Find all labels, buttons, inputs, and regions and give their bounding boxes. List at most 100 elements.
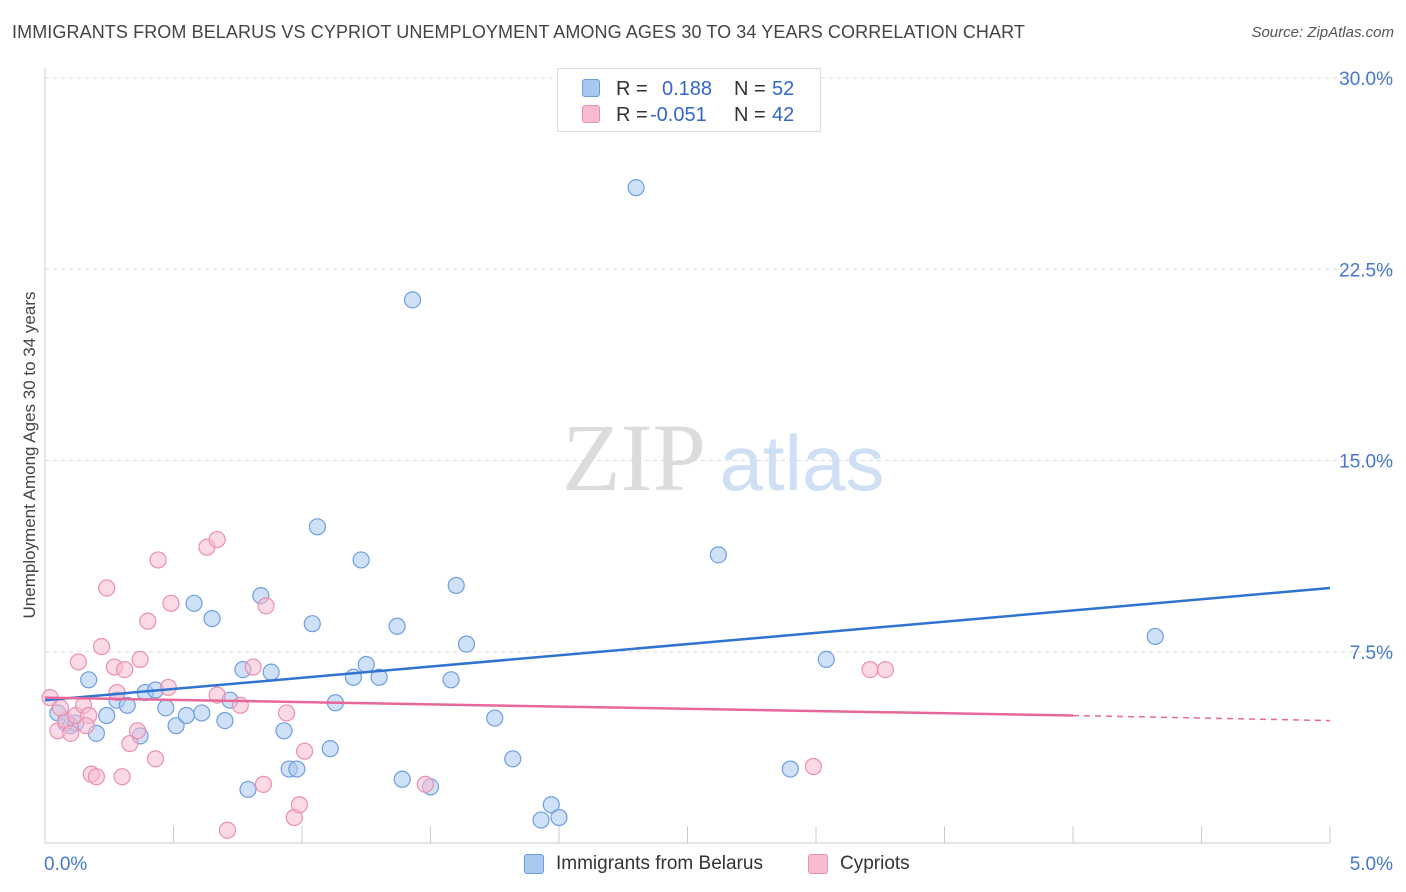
n-label: N = [734,104,766,126]
belarus-point [504,750,522,768]
cypriot-point [254,775,273,793]
cypriot-trend-extension [1072,714,1331,722]
belarus-point [388,617,406,635]
belarus-point [486,709,504,727]
cypriot-point [51,699,70,717]
belarus-point [321,740,339,758]
cypriot-point [98,579,116,597]
belarus-point [203,609,221,628]
belarus-point [275,722,293,740]
x-tick-label: 5.0% [1350,854,1393,875]
belarus-point [817,650,835,669]
cypriot-point [208,530,226,549]
belarus-point [550,808,568,827]
cypriot-point [62,724,80,742]
belarus-point [1146,627,1164,646]
belarus-point [709,546,727,564]
stats-row-belarus: R = 0.188 N = 52 [558,75,820,101]
y-tick-label: 7.5% [1350,643,1393,664]
legend-swatch-pink [582,105,600,123]
belarus-point [393,770,411,788]
cypriot-point [69,653,88,671]
belarus-point [532,811,550,829]
belarus-point [118,696,136,714]
legend-label: Cypriots [840,853,910,874]
belarus-point [308,518,327,536]
cypriot-point [876,660,894,679]
belarus-point [216,711,234,730]
y-tick-label: 30.0% [1339,69,1393,90]
axes [44,68,1331,844]
legend-label: Immigrants from Belarus [556,853,763,874]
belarus-point [542,796,560,814]
belarus-point [98,706,116,725]
belarus-point [239,780,257,799]
belarus-point [370,668,388,686]
cypriot-point [162,594,180,612]
source-label: Source: ZipAtlas.com [1251,24,1394,41]
data-points [41,179,1164,839]
cypriot-point [244,658,262,676]
n-label: N = [734,78,766,100]
cypriot-point [77,717,95,735]
cypriot-point [116,660,134,679]
belarus-point [403,291,422,309]
cypriot-point [92,638,111,656]
bottom-legend: Immigrants from Belarus Cypriots [524,852,944,878]
belarus-point [167,717,185,735]
cypriot-point [159,678,177,697]
stats-legend: R = 0.188 N = 52 R = -0.051 N = 42 [557,68,821,132]
cypriot-trend-line [44,696,1074,717]
r-label: R = [616,78,648,100]
cypriot-point [277,704,296,722]
cypriot-point [139,612,157,630]
stats-row-cypriots: R = -0.051 N = 42 [558,101,820,127]
belarus-point [457,635,476,653]
cypriot-point [416,775,434,793]
cypriot-point [131,650,149,669]
belarus-point [357,655,375,674]
cypriot-point [121,734,139,753]
belarus-point [442,671,460,689]
n-value: 52 [772,78,795,100]
belarus-point [447,576,465,595]
cypriot-point [804,757,823,776]
cypriot-point [290,796,309,814]
cypriot-point [861,660,879,679]
x-tick-label: 0.0% [44,854,87,875]
cypriot-point [149,551,167,569]
cypriot-point [87,768,106,786]
tick-labels: 7.5% 15.0% 22.5% 30.0% 0.0% 5.0% [44,69,1393,875]
belarus-point [303,615,321,633]
trend-lines [44,586,1331,722]
n-value: 42 [772,104,795,126]
r-value: 0.188 [662,78,713,100]
y-tick-label: 15.0% [1339,452,1393,473]
cypriot-point [128,722,147,740]
legend-swatch-blue [524,854,544,874]
belarus-point [627,179,645,197]
belarus-point [352,551,370,569]
r-label: R = [616,104,648,126]
cypriot-point [257,597,275,615]
cypriot-point [146,750,165,768]
y-tick-label: 22.5% [1339,260,1393,281]
watermark: ZIP atlas [562,404,884,511]
belarus-point [157,699,175,717]
belarus-point [177,706,195,725]
belarus-point [193,704,211,722]
legend-swatch-blue [582,79,600,97]
belarus-point [262,663,280,681]
cypriot-point [113,768,131,786]
cypriot-point [295,742,314,760]
watermark-zip: ZIP [562,404,706,511]
belarus-point [80,671,98,689]
belarus-trend-line [44,586,1331,702]
watermark-atlas: atlas [720,419,885,507]
grid-lines [45,77,1395,653]
legend-swatch-pink [808,854,828,874]
belarus-point [781,760,799,778]
r-value: -0.051 [650,104,707,126]
belarus-point [288,760,306,778]
